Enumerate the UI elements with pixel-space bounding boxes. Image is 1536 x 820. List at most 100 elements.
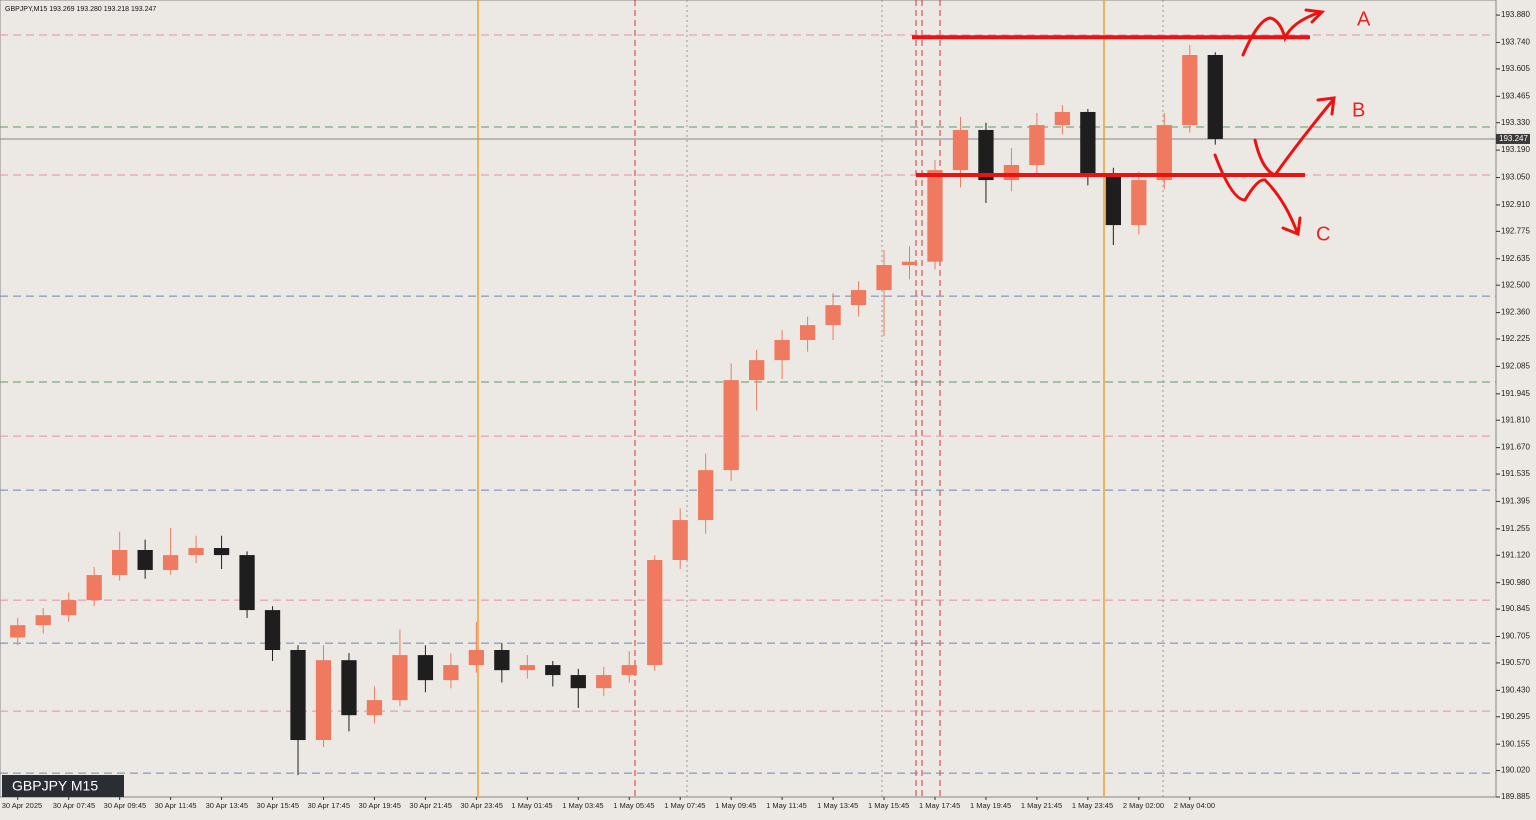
x-tick-label: 1 May 21:45 xyxy=(1021,801,1062,810)
candle-body xyxy=(443,665,459,681)
candle-body xyxy=(392,655,408,701)
candle-body xyxy=(112,549,128,576)
candle-body xyxy=(1003,164,1020,181)
plot-area xyxy=(0,0,1497,798)
y-tick-label: 190.845 xyxy=(1501,604,1530,613)
x-tick-label: 30 Apr 07:45 xyxy=(53,801,96,810)
levels xyxy=(912,35,1310,177)
candle-body xyxy=(35,615,51,626)
candle-body xyxy=(264,610,281,651)
x-tick-label: 30 Apr 23:45 xyxy=(460,801,503,810)
candle-body xyxy=(545,665,561,676)
y-tick-label: 190.430 xyxy=(1501,685,1530,694)
arrow-c xyxy=(1213,153,1302,237)
y-tick-label: 190.295 xyxy=(1501,712,1530,721)
candle-body xyxy=(748,360,765,381)
candle-body xyxy=(621,665,637,676)
y-tick-label: 193.880 xyxy=(1501,10,1530,19)
candle-body xyxy=(1182,54,1198,126)
y-tick-label: 193.050 xyxy=(1501,173,1530,182)
candle-body xyxy=(672,520,688,560)
header: GBPJPY,M15 193.269 193.280 193.218 193.2… xyxy=(5,6,156,13)
candles xyxy=(10,45,1223,776)
candle-body xyxy=(61,600,77,616)
y-tick-label: 192.225 xyxy=(1501,334,1530,343)
y-tick-label: 192.500 xyxy=(1501,280,1530,289)
candle-body xyxy=(647,559,663,666)
x-tick-label: 2 May 02:00 xyxy=(1123,801,1164,810)
x-tick-label: 1 May 03:45 xyxy=(562,801,603,810)
y-tick-label: 190.570 xyxy=(1501,658,1530,667)
y-tick-label: 193.190 xyxy=(1501,145,1530,154)
x-tick-label: 30 Apr 2025 xyxy=(2,801,42,810)
annotation: C xyxy=(1316,223,1330,245)
candle-body xyxy=(290,650,306,741)
candle-body xyxy=(596,675,612,689)
candle-body xyxy=(698,470,714,521)
x-tick-label: 30 Apr 11:45 xyxy=(155,801,197,810)
arrow-b xyxy=(1253,96,1336,177)
annotation: A xyxy=(1357,8,1371,30)
candle-body xyxy=(494,650,510,671)
x-tick-label: 1 May 15:45 xyxy=(868,801,909,810)
candle-body xyxy=(10,625,26,638)
x-tick-label: 1 May 11:45 xyxy=(766,801,807,810)
candle-body xyxy=(723,380,739,471)
candle-body xyxy=(417,655,434,681)
candle-body xyxy=(799,325,816,340)
y-tick-label: 191.810 xyxy=(1501,415,1530,424)
y-tick-label: 192.635 xyxy=(1501,254,1530,263)
candle-body xyxy=(519,665,535,671)
candle-body xyxy=(876,265,892,291)
candle-body xyxy=(188,548,204,556)
y-tick-label: 190.980 xyxy=(1501,578,1530,587)
x-tick-label: 30 Apr 17:45 xyxy=(307,801,350,810)
candle-body xyxy=(1156,125,1172,181)
candle-body xyxy=(162,555,179,570)
candle-body xyxy=(825,305,841,326)
y-tick-label: 193.465 xyxy=(1501,91,1530,100)
candle-body xyxy=(468,650,485,666)
arrow-a xyxy=(1241,8,1326,57)
symbol-label: GBPJPY M15 xyxy=(12,778,98,794)
candle-body xyxy=(315,660,332,741)
y-tick-label: 193.740 xyxy=(1501,38,1530,47)
y-tick-label: 191.945 xyxy=(1501,389,1530,398)
y-tick-label: 192.910 xyxy=(1501,200,1530,209)
annotation: B xyxy=(1352,99,1365,121)
candle-body xyxy=(1207,54,1223,139)
candle-body xyxy=(137,549,153,570)
y-tick-label: 192.085 xyxy=(1501,362,1530,371)
candle-body xyxy=(1054,111,1071,126)
candle-body xyxy=(901,261,918,266)
candle-body xyxy=(978,129,994,181)
candle-body xyxy=(86,575,102,601)
x-tick-label: 30 Apr 09:45 xyxy=(104,801,147,810)
x-tick-label: 1 May 05:45 xyxy=(613,801,654,810)
x-tick-label: 1 May 19:45 xyxy=(970,801,1011,810)
x-tick-label: 2 May 04:00 xyxy=(1174,801,1215,810)
y-tick-label: 193.330 xyxy=(1501,118,1530,127)
y-tick-label: 190.705 xyxy=(1501,632,1530,641)
axes: 193.880 193.740 193.605 193.465 193.330 193.1… xyxy=(2,10,1531,810)
horizontal-lines xyxy=(0,34,1496,774)
scenario-arrows xyxy=(1213,8,1336,237)
y-tick-label: 193.605 xyxy=(1501,64,1530,73)
y-tick-label: 189.885 xyxy=(1501,792,1530,801)
y-tick-label: 190.020 xyxy=(1501,766,1530,775)
x-tick-label: 1 May 13:45 xyxy=(817,801,858,810)
candle-body xyxy=(927,170,943,262)
y-tick-label: 192.360 xyxy=(1501,308,1530,317)
y-tick-label: 191.395 xyxy=(1501,497,1530,506)
last-price-box xyxy=(1496,133,1530,144)
x-tick-label: 30 Apr 13:45 xyxy=(206,801,249,810)
x-tick-label: 30 Apr 19:45 xyxy=(358,801,401,810)
candle-body xyxy=(774,339,790,361)
candle-body xyxy=(239,555,255,611)
y-tick-label: 190.155 xyxy=(1501,739,1530,748)
x-tick-label: 30 Apr 15:45 xyxy=(257,801,300,810)
y-tick-label: 191.670 xyxy=(1501,443,1530,452)
candle-body xyxy=(1105,174,1121,226)
